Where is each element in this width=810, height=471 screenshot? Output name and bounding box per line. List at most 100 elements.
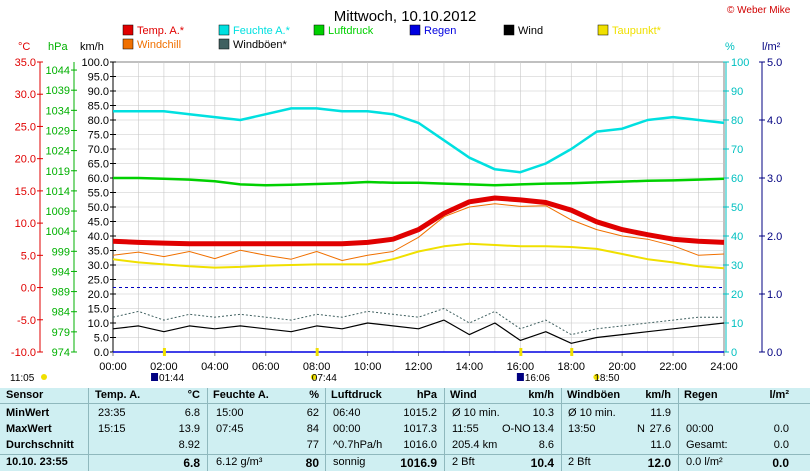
x-tick-label: 20:00 xyxy=(608,361,636,373)
header-gust-unit: km/h xyxy=(645,389,671,401)
header-rain: Regen xyxy=(684,389,718,401)
wind-axis-tick-label: 70.0 xyxy=(88,144,109,156)
legend-swatch xyxy=(218,24,230,36)
temp-axis-tick-label: -10.0 xyxy=(11,347,36,359)
cell-gust-value: 27.6 xyxy=(649,423,671,435)
cell-humidity-value: 62 xyxy=(306,407,319,419)
cell-pressure-time: sonnig xyxy=(333,456,366,468)
row-label: Durchschnitt xyxy=(6,439,74,451)
wind-axis-tick-label: 100.0 xyxy=(81,57,109,69)
cell-temp-time: 15:15 xyxy=(98,423,126,435)
header-pressure: Luftdruck xyxy=(331,389,382,401)
humidity-axis-tick-label: 80 xyxy=(731,115,743,127)
temp-axis-tick-label: 25.0 xyxy=(15,121,36,133)
legend-swatch xyxy=(409,24,421,36)
cell-wind-value: 10.3 xyxy=(532,407,554,419)
wind-axis-tick-label: 45.0 xyxy=(88,217,109,229)
x-tick-label: 16:00 xyxy=(507,361,535,373)
temp-axis-tick-label: 15.0 xyxy=(15,186,36,198)
cell-wind-time: 11:55 xyxy=(452,423,479,435)
moon-icon xyxy=(151,373,159,381)
cell-rain-value: 0.0 xyxy=(773,439,789,451)
row-label: 10.10. 23:55 xyxy=(6,456,68,468)
cell-pressure-value: 1015.2 xyxy=(403,407,437,419)
legend-label: Windböen* xyxy=(233,39,288,51)
time-marker xyxy=(570,348,574,356)
cell-temp-value: 8.92 xyxy=(178,439,200,451)
humidity-axis-tick-label: 100 xyxy=(731,57,749,69)
rain-axis-tick-label: 3.0 xyxy=(767,173,782,185)
wind-axis-tick-label: 50.0 xyxy=(88,202,109,214)
x-tick-label: 00:00 xyxy=(99,361,127,373)
header-rain-unit: l/m² xyxy=(769,389,789,401)
x-tick-label: 24:00 xyxy=(710,361,738,373)
wind-axis-tick-label: 0.0 xyxy=(94,347,109,359)
humidity-axis-tick-label: 10 xyxy=(731,318,743,330)
temp-axis-tick-label: 35.0 xyxy=(15,57,36,69)
header-pressure-unit: hPa xyxy=(416,389,437,401)
pressure-axis-tick-label: 1024 xyxy=(46,146,70,158)
wind-axis-tick-label: 25.0 xyxy=(88,275,109,287)
rain-axis-tick-label: 2.0 xyxy=(767,231,782,243)
event-time-label: 16:06 xyxy=(525,373,550,384)
x-tick-label: 10:00 xyxy=(354,361,382,373)
wind-axis-tick-label: 20.0 xyxy=(88,289,109,301)
x-tick-label: 02:00 xyxy=(150,361,178,373)
header-sensor: Sensor xyxy=(6,389,44,401)
rain-axis-tick-label: 0.0 xyxy=(767,347,782,359)
cell-rain-value: 0.0 xyxy=(773,423,789,435)
wind-axis-tick-label: 35.0 xyxy=(88,246,109,258)
humidity-axis-tick-label: 0 xyxy=(731,347,737,359)
wind-axis-tick-label: 65.0 xyxy=(88,159,109,171)
series-line-windchill xyxy=(112,203,725,261)
pressure-axis-tick-label: 1004 xyxy=(46,226,70,238)
header-gust: Windböen xyxy=(567,389,621,401)
cell-humidity-value: 77 xyxy=(306,439,319,451)
wind-axis-tick-label: 80.0 xyxy=(88,115,109,127)
humidity-axis-unit: % xyxy=(725,41,735,53)
pressure-axis-tick-label: 999 xyxy=(52,246,70,258)
x-tick-label: 22:00 xyxy=(659,361,687,373)
cell-rain-time: 0.0 l/m² xyxy=(686,456,723,468)
pressure-axis-tick-label: 984 xyxy=(52,307,70,319)
cell-pressure-time: ^0.7hPa/h xyxy=(333,439,383,451)
pressure-axis-tick-label: 994 xyxy=(52,266,70,278)
cell-humidity-value: 80 xyxy=(305,456,319,470)
temp-axis-tick-label: -5.0 xyxy=(17,315,36,327)
humidity-axis-tick-label: 20 xyxy=(731,289,743,301)
temp-axis-tick-label: 10.0 xyxy=(15,218,36,230)
sun-icon xyxy=(593,374,600,380)
cell-gust-value: 12.0 xyxy=(647,456,671,470)
wind-axis-tick-label: 95.0 xyxy=(88,72,109,84)
temp-axis-tick-label: 30.0 xyxy=(15,89,36,101)
axis-unit-labels: °C hPa km/h% l/m² xyxy=(18,41,781,53)
cell-temp-value: 13.9 xyxy=(178,423,200,435)
cell-wind-value: 8.6 xyxy=(538,439,554,451)
cell-pressure-value: 1016.9 xyxy=(400,456,437,470)
wind-axis-tick-label: 10.0 xyxy=(88,318,109,330)
series-line-luftdruck xyxy=(113,176,725,187)
series-line-temp-a xyxy=(112,195,725,247)
pressure-axis-tick-label: 989 xyxy=(52,287,70,299)
cell-humidity-time: 15:00 xyxy=(216,407,244,419)
cell-wind-time: Ø 10 min. xyxy=(452,407,500,419)
cell-temp-value: 6.8 xyxy=(184,407,200,419)
cell-wind-value: 10.4 xyxy=(530,456,554,470)
series-line-taupunkt xyxy=(112,242,725,270)
wind-axis-tick-label: 90.0 xyxy=(88,86,109,98)
pressure-axis-unit: hPa xyxy=(48,41,68,53)
event-time-label: 18:50 xyxy=(594,373,619,384)
humidity-axis-tick-label: 50 xyxy=(731,202,743,214)
legend-label: Feuchte A.* xyxy=(233,25,291,37)
header-humidity-unit: % xyxy=(309,389,319,401)
sun-icon xyxy=(41,374,47,380)
legend-label: Taupunkt* xyxy=(612,25,662,37)
row-label: MaxWert xyxy=(6,423,52,435)
event-time-label: 07:44 xyxy=(312,373,337,384)
series-line-windb-en xyxy=(112,308,724,336)
cell-wind-direction: O-NO xyxy=(502,423,531,435)
pressure-axis-tick-label: 1034 xyxy=(46,105,70,117)
pressure-axis-tick-label: 1014 xyxy=(46,186,70,198)
rain-axis-tick-label: 5.0 xyxy=(767,57,782,69)
pressure-axis-tick-label: 979 xyxy=(52,327,70,339)
